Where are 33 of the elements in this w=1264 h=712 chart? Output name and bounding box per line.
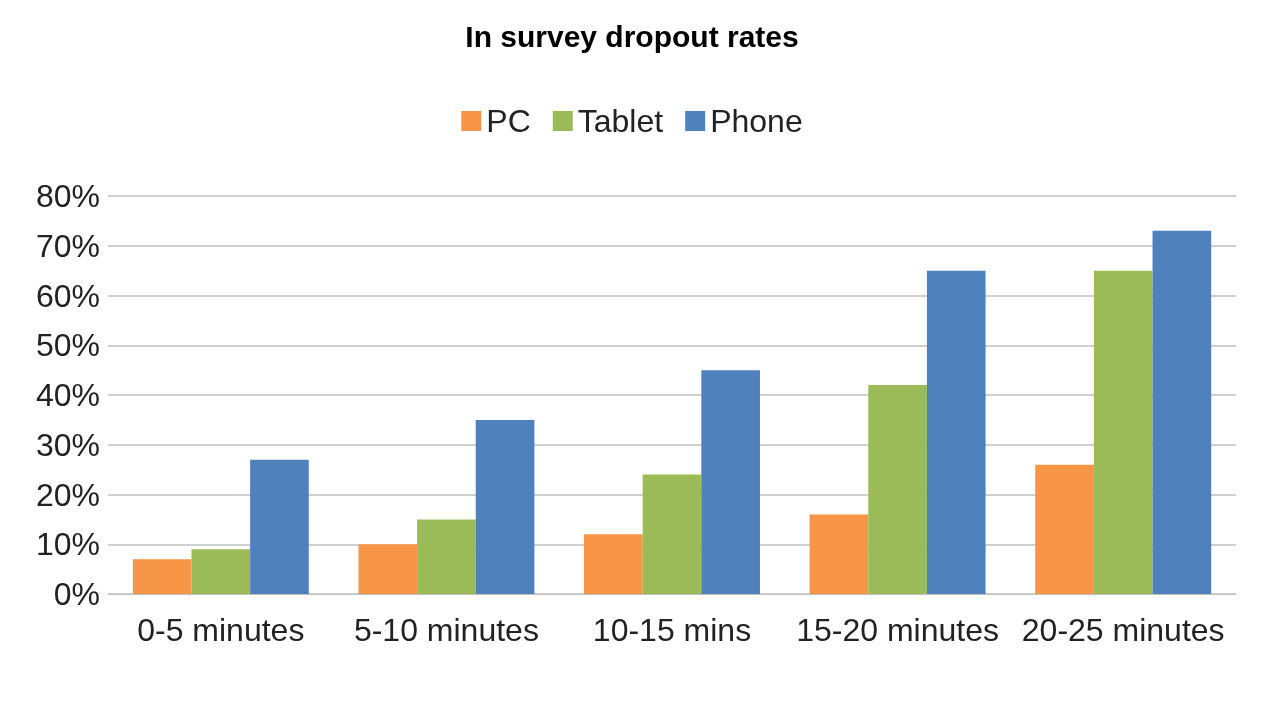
bar [926,270,986,594]
bar [1093,270,1153,594]
y-tick-label: 0% [53,576,100,612]
x-tick-label: 10-15 mins [592,612,752,648]
chart-title: In survey dropout rates [465,19,799,53]
bar [1035,464,1094,594]
bar [809,514,869,594]
y-tick-label: 40% [35,377,100,413]
bar [701,370,760,594]
x-tick-label: 5-10 minutes [353,612,539,648]
legend-label: Tablet [577,103,664,139]
x-tick-label: 0-5 minutes [137,612,305,648]
x-tick-label: 15-20 minutes [796,612,999,648]
bar [358,544,418,594]
y-tick-label: 30% [35,426,100,463]
y-tick-label: 60% [35,277,100,314]
y-tick-label: 20% [35,476,100,513]
y-tick-label: 10% [35,526,100,563]
legend-label: Phone [710,103,803,139]
bar [132,559,192,594]
bar [417,519,476,594]
y-tick-label: 70% [35,227,100,264]
bar [584,534,643,594]
bar [1152,230,1212,594]
bar [642,474,702,594]
y-tick-label: 50% [35,327,100,364]
x-tick-label: 20-25 minutes [1021,612,1225,648]
legend-label: PC [486,103,531,139]
bar [475,419,535,594]
bar [250,459,309,594]
bar [191,549,251,594]
y-tick-label: 80% [35,178,100,214]
bar [868,385,927,594]
